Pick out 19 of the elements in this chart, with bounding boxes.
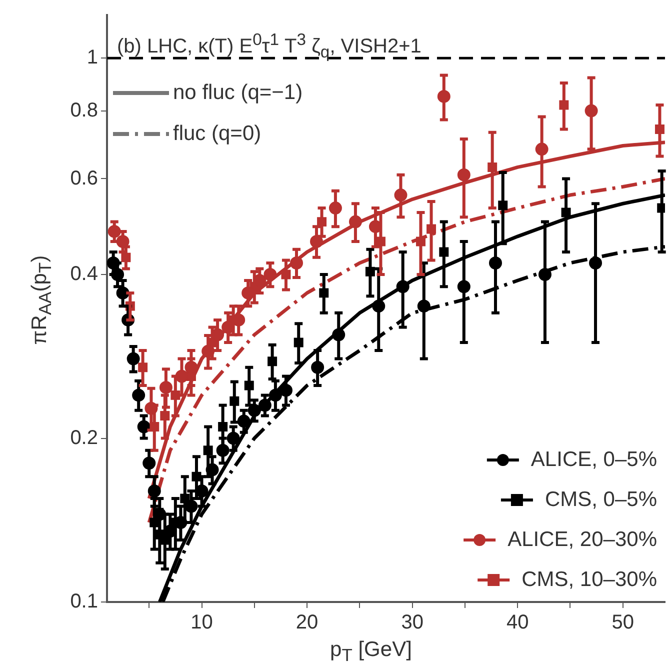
annotation: fluc (q=0): [173, 122, 262, 145]
legend-label: CMS, 0–5%: [544, 488, 657, 511]
x-tick-label: 10: [190, 612, 213, 634]
y-tick-label: 1: [86, 46, 98, 69]
chart-title: (b) LHC, κ(T) E$^{0}$τ$^{1}$ T$^{3}$ ζ$_{q}$, VISH2+1: [117, 30, 422, 62]
y-tick-label: 0.2: [70, 426, 98, 449]
x-tick-label: 20: [296, 612, 318, 634]
legend-label: ALICE, 20–30%: [508, 528, 657, 551]
x-tick-label: 50: [612, 612, 634, 634]
x-axis-title: p$_{T}$ [GeV]: [330, 638, 412, 666]
y-tick-label: 0.1: [70, 590, 98, 613]
legend-label: ALICE, 0–5%: [530, 448, 657, 471]
legend-label: CMS, 10–30%: [522, 568, 657, 591]
y-tick-label: 0.4: [70, 263, 98, 286]
y-tick-label: 0.8: [70, 99, 98, 122]
x-tick-label: 40: [506, 612, 529, 634]
y-tick-label: 0.6: [70, 167, 98, 190]
x-tick-label: 30: [401, 612, 424, 634]
annotation: no fluc (q=−1): [173, 80, 303, 104]
